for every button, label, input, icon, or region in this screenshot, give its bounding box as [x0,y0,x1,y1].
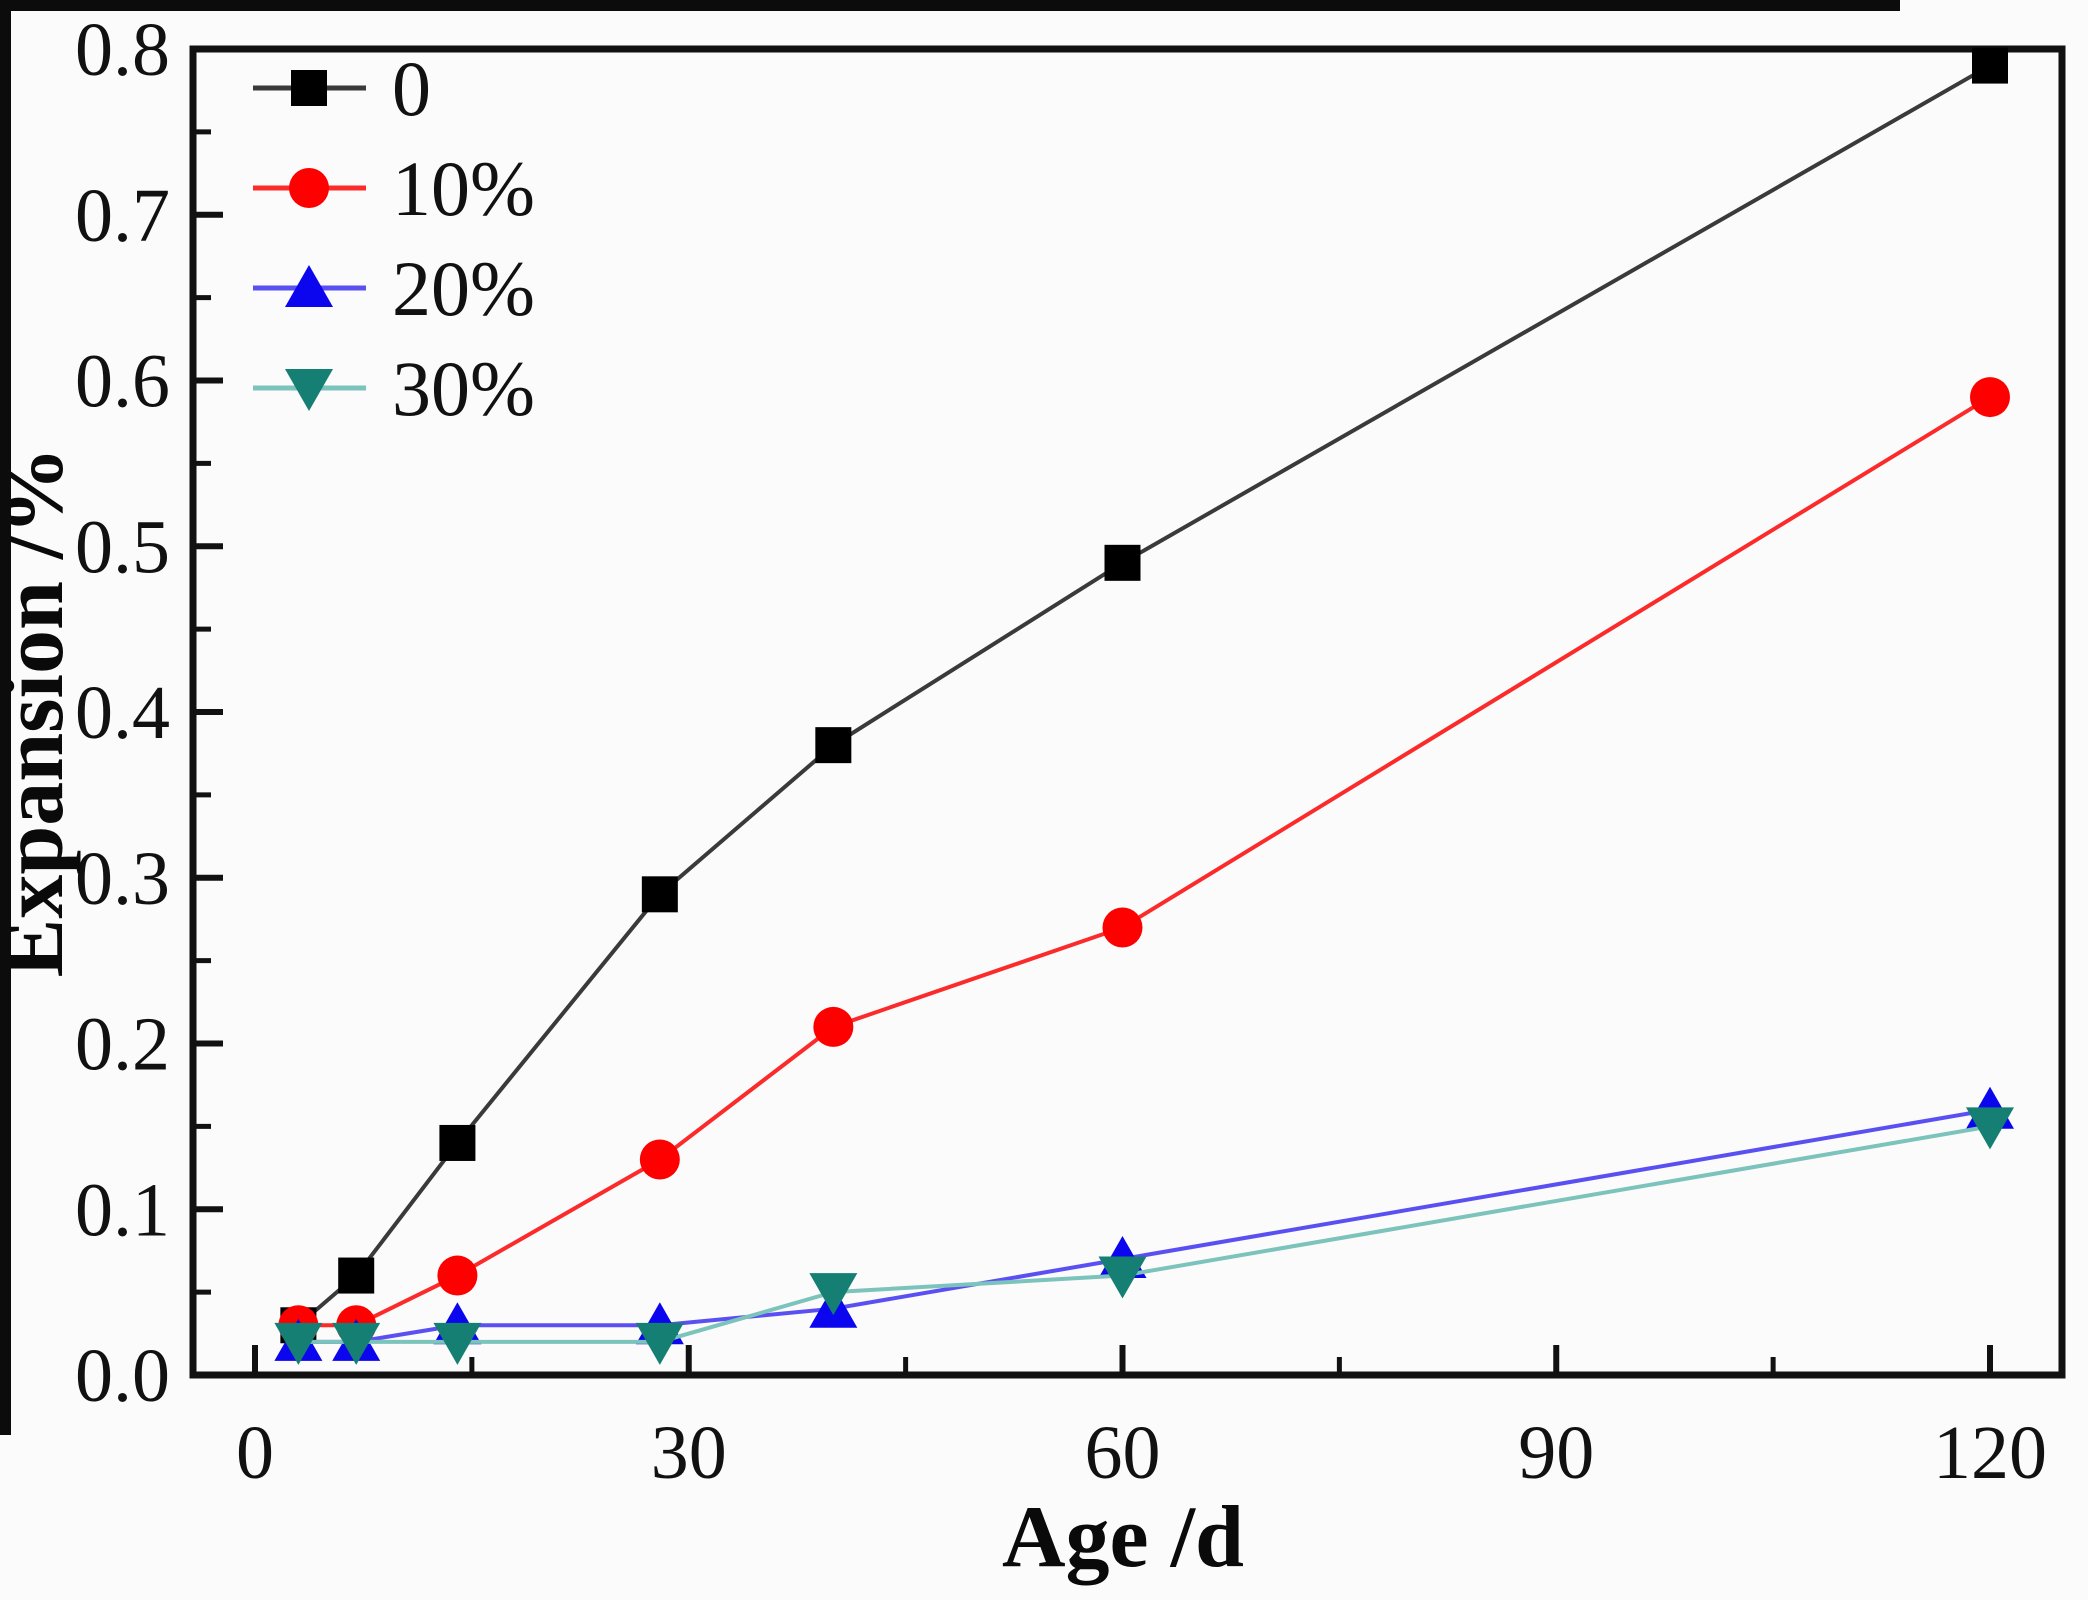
x-tick-label: 30 [651,1411,727,1495]
square-marker [815,727,852,764]
x-axis-title: Age /d [1002,1489,1244,1586]
x-tick-label: 60 [1085,1411,1161,1495]
y-tick-label: 0.2 [75,1003,170,1087]
square-marker [641,876,678,913]
y-tick-label: 0.4 [75,671,170,755]
legend-label: 20% [392,245,535,332]
x-tick-label: 90 [1518,1411,1594,1495]
square-marker [291,70,327,106]
legend-item-10%: 10% [253,145,535,232]
triangle-up-marker [285,265,333,307]
legend: 0 10% 20% 30% [253,45,535,432]
circle-marker [1102,907,1143,948]
y-tick-label: 0.0 [75,1334,170,1418]
y-tick-label: 0.3 [75,837,170,921]
legend-item-0: 0 [253,45,431,132]
triangle-down-marker [1098,1256,1147,1299]
circle-marker [289,168,329,208]
square-marker [1972,47,2008,84]
y-tick-label: 0.6 [75,340,170,424]
triangle-down-marker [809,1273,858,1316]
x-tick-label: 0 [236,1411,274,1495]
y-tick-label: 0.8 [75,8,170,92]
tick-labels: 0 30 60 90 120 0.0 0.1 0.2 0.3 0.4 0.5 0.6 0.7 0.8 [75,8,2047,1495]
legend-label: 30% [392,345,535,432]
square-marker [338,1257,375,1294]
circle-marker [639,1139,680,1180]
circle-marker [813,1006,854,1047]
triangle-down-marker [274,1322,323,1365]
scan-border-artifact [0,0,1900,1435]
legend-item-20%: 20% [253,245,535,332]
y-tick-label: 0.1 [75,1168,170,1252]
data-series [274,47,2014,1365]
legend-label: 10% [392,145,535,232]
triangle-down-marker [635,1322,684,1365]
series-0 [280,47,2008,1344]
triangle-down-marker [285,369,333,411]
y-tick-label: 0.7 [75,174,170,258]
legend-item-30%: 30% [253,345,535,432]
plot-frame [189,45,2066,1379]
x-tick-label: 120 [1933,1411,2047,1495]
circle-marker [1970,377,2010,418]
square-marker [439,1124,476,1161]
scan-border-top-edge [0,0,1900,11]
y-axis-title: Expansion /% [0,447,82,978]
circle-marker [437,1255,478,1296]
scan-border-left-edge [0,0,11,1435]
triangle-down-marker [332,1322,381,1365]
legend-label: 0 [392,45,431,132]
triangle-down-marker [1966,1107,2014,1150]
triangle-down-marker [433,1322,482,1365]
series-30% [274,1107,2014,1365]
square-marker [1104,544,1141,581]
y-tick-label: 0.5 [75,505,170,589]
